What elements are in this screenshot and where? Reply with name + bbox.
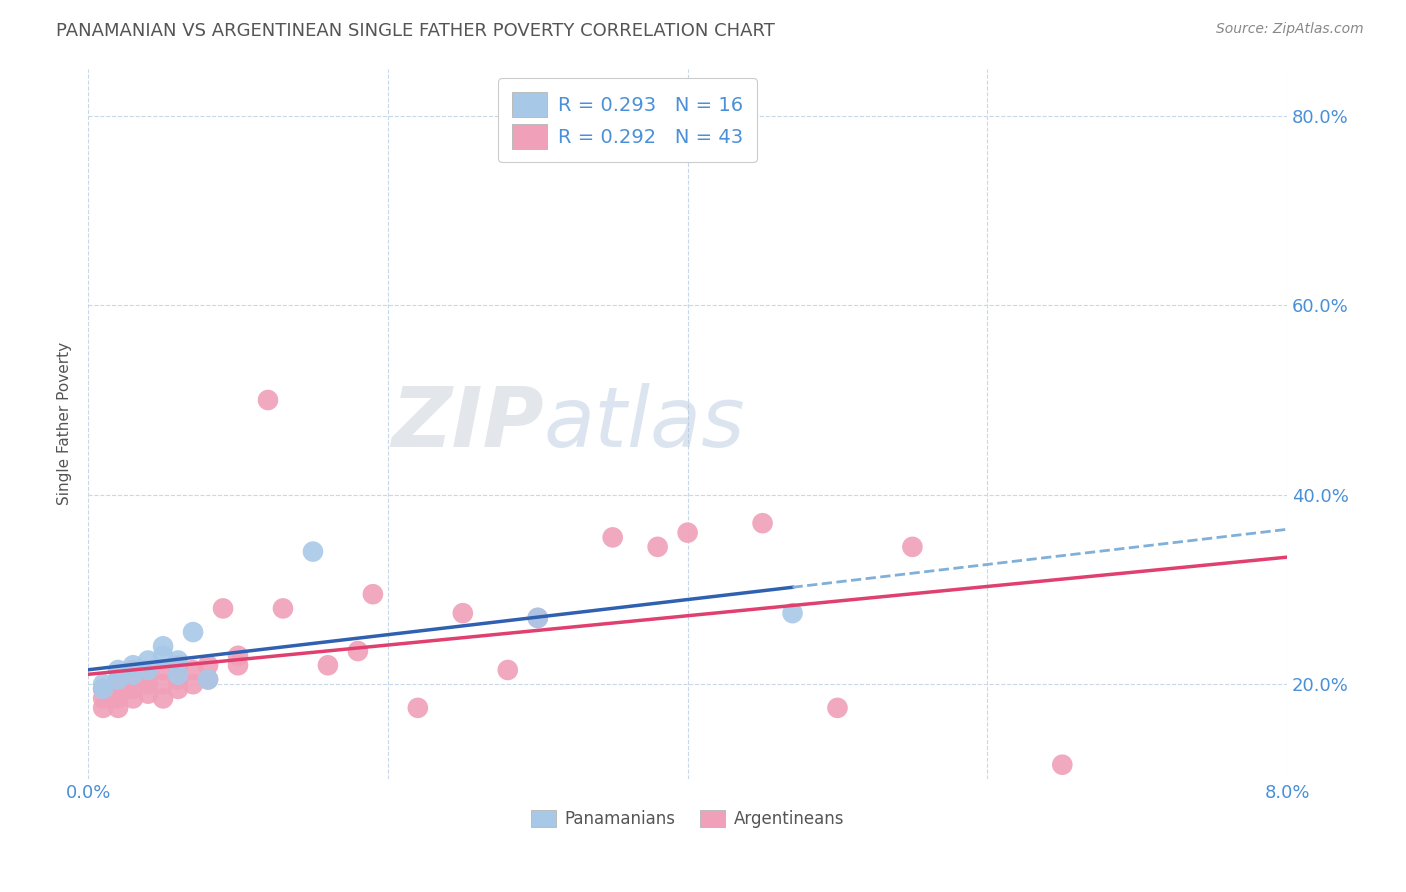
Point	[91, 681, 114, 696]
Text: PANAMANIAN VS ARGENTINEAN SINGLE FATHER POVERTY CORRELATION CHART: PANAMANIAN VS ARGENTINEAN SINGLE FATHER …	[56, 22, 775, 40]
Point	[107, 681, 129, 696]
Point	[676, 525, 699, 540]
Point	[167, 681, 190, 696]
Point	[152, 663, 174, 677]
Text: atlas: atlas	[544, 384, 745, 464]
Point	[107, 701, 129, 715]
Point	[122, 663, 145, 677]
Legend: Panamanians, Argentineans: Panamanians, Argentineans	[524, 803, 851, 835]
Point	[361, 587, 384, 601]
Point	[107, 663, 129, 677]
Point	[91, 691, 114, 706]
Point	[257, 392, 280, 407]
Point	[782, 606, 804, 620]
Point	[136, 687, 159, 701]
Point	[197, 673, 219, 687]
Point	[122, 658, 145, 673]
Text: ZIP: ZIP	[391, 384, 544, 464]
Point	[496, 663, 519, 677]
Point	[827, 701, 849, 715]
Point	[152, 648, 174, 663]
Point	[91, 701, 114, 715]
Point	[751, 516, 773, 531]
Point	[647, 540, 669, 554]
Point	[451, 606, 474, 620]
Point	[167, 658, 190, 673]
Point	[526, 611, 548, 625]
Text: Source: ZipAtlas.com: Source: ZipAtlas.com	[1216, 22, 1364, 37]
Point	[167, 673, 190, 687]
Point	[122, 681, 145, 696]
Point	[271, 601, 294, 615]
Point	[1052, 757, 1074, 772]
Point	[602, 530, 624, 544]
Point	[181, 677, 204, 691]
Point	[107, 673, 129, 687]
Point	[122, 667, 145, 681]
Point	[91, 681, 114, 696]
Point	[152, 677, 174, 691]
Point	[167, 667, 190, 681]
Point	[136, 663, 159, 677]
Point	[226, 648, 249, 663]
Point	[181, 663, 204, 677]
Point	[107, 691, 129, 706]
Point	[316, 658, 339, 673]
Point	[347, 644, 370, 658]
Point	[302, 544, 325, 558]
Point	[152, 640, 174, 654]
Point	[901, 540, 924, 554]
Point	[167, 653, 190, 667]
Point	[197, 658, 219, 673]
Point	[152, 691, 174, 706]
Y-axis label: Single Father Poverty: Single Father Poverty	[58, 343, 72, 505]
Point	[406, 701, 429, 715]
Point	[136, 677, 159, 691]
Point	[91, 677, 114, 691]
Point	[122, 691, 145, 706]
Point	[212, 601, 235, 615]
Point	[197, 673, 219, 687]
Point	[107, 673, 129, 687]
Point	[226, 658, 249, 673]
Point	[526, 611, 548, 625]
Point	[136, 653, 159, 667]
Point	[136, 667, 159, 681]
Point	[122, 673, 145, 687]
Point	[181, 625, 204, 640]
